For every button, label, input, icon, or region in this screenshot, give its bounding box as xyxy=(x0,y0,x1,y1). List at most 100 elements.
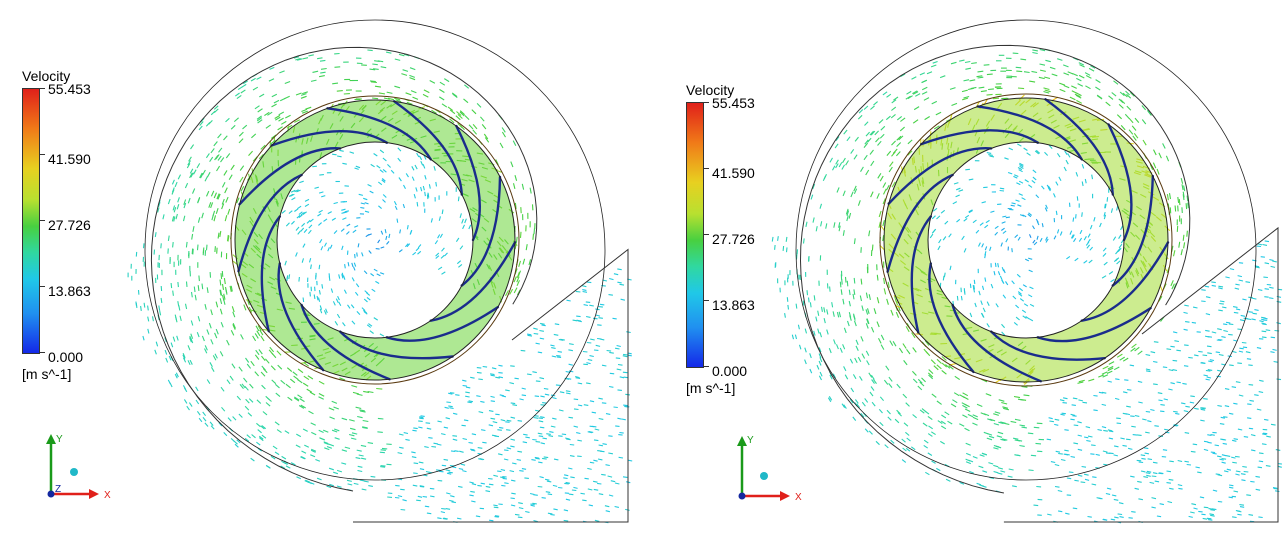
velocity-vector xyxy=(478,458,483,461)
outlet-outline xyxy=(353,248,629,523)
velocity-vector xyxy=(182,352,186,359)
velocity-vector xyxy=(999,189,1005,192)
velocity-vector xyxy=(419,417,424,420)
velocity-vector xyxy=(1087,233,1091,238)
velocity-vector xyxy=(514,175,518,181)
velocity-vector xyxy=(1240,473,1246,475)
velocity-vector xyxy=(367,184,372,187)
velocity-vector xyxy=(552,396,557,400)
velocity-vector xyxy=(1105,452,1111,454)
velocity-vector xyxy=(418,426,423,429)
velocity-vector xyxy=(617,268,622,271)
velocity-vector xyxy=(1264,296,1269,298)
velocity-vector xyxy=(210,425,215,430)
velocity-vector xyxy=(882,219,885,227)
velocity-vector xyxy=(1022,315,1027,319)
velocity-vector xyxy=(511,462,517,465)
velocity-vector xyxy=(427,192,430,198)
velocity-vector xyxy=(858,109,864,114)
velocity-vector xyxy=(334,321,339,326)
velocity-vector xyxy=(535,380,541,382)
velocity-vector xyxy=(836,187,840,193)
velocity-vector xyxy=(1005,281,1009,286)
velocity-vector xyxy=(186,163,191,169)
velocity-vector xyxy=(441,464,447,467)
velocity-vector xyxy=(1126,93,1132,99)
velocity-vector xyxy=(283,461,288,465)
velocity-vector xyxy=(249,383,254,389)
velocity-vector xyxy=(1063,64,1069,68)
velocity-vector xyxy=(459,110,465,116)
velocity-vector xyxy=(972,416,979,421)
velocity-vector xyxy=(449,499,454,502)
velocity-vector xyxy=(936,215,941,220)
velocity-vector xyxy=(1062,397,1068,400)
velocity-vector xyxy=(420,186,423,192)
velocity-vector xyxy=(843,366,847,372)
velocity-vector xyxy=(286,275,289,280)
velocity-vector xyxy=(538,435,544,437)
velocity-vector xyxy=(1011,485,1017,488)
velocity-vector xyxy=(1039,63,1046,66)
velocity-vector xyxy=(1143,447,1149,450)
velocity-vector xyxy=(1102,518,1108,521)
velocity-vector xyxy=(877,173,882,179)
velocity-vector xyxy=(936,400,942,405)
velocity-vector xyxy=(187,197,191,204)
velocity-vector xyxy=(931,100,938,105)
velocity-vector xyxy=(871,244,874,251)
velocity-vector xyxy=(298,211,303,215)
velocity-vector xyxy=(512,183,516,190)
velocity-vector xyxy=(370,273,375,277)
velocity-vector xyxy=(386,241,390,245)
velocity-vector xyxy=(300,93,307,96)
velocity-vector xyxy=(1002,406,1009,409)
velocity-vector xyxy=(1066,477,1072,480)
velocity-vector xyxy=(1261,433,1267,436)
velocity-vector xyxy=(1156,515,1162,518)
velocity-vector xyxy=(1108,271,1114,275)
velocity-vector xyxy=(355,165,361,169)
velocity-vector xyxy=(470,376,475,379)
velocity-vector xyxy=(962,414,968,418)
velocity-vector xyxy=(1001,401,1008,405)
legend-tickmark xyxy=(703,300,709,301)
velocity-vector xyxy=(506,419,512,422)
velocity-vector xyxy=(1134,346,1140,352)
velocity-vector xyxy=(1246,318,1252,321)
velocity-vector xyxy=(551,355,557,358)
velocity-vector xyxy=(944,220,949,225)
velocity-vector xyxy=(1000,470,1006,473)
velocity-vector xyxy=(598,306,603,308)
velocity-vector xyxy=(335,298,339,303)
velocity-vector xyxy=(1149,481,1155,484)
velocity-vector xyxy=(1152,461,1158,464)
velocity-vector xyxy=(854,357,858,364)
velocity-vector xyxy=(470,449,476,452)
velocity-vector xyxy=(413,427,418,430)
velocity-vector xyxy=(1168,388,1173,391)
velocity-vector xyxy=(347,483,353,486)
velocity-vector xyxy=(1001,438,1008,441)
velocity-vector xyxy=(402,203,406,209)
velocity-vector xyxy=(480,400,485,403)
velocity-vector xyxy=(1049,66,1056,70)
velocity-vector xyxy=(834,143,839,149)
velocity-vector xyxy=(1124,113,1130,119)
velocity-vector xyxy=(295,226,300,231)
velocity-vector xyxy=(309,218,314,223)
velocity-vector xyxy=(395,484,400,487)
velocity-vector xyxy=(219,289,223,296)
velocity-vector xyxy=(1073,237,1077,243)
velocity-vector xyxy=(221,198,225,205)
velocity-vector xyxy=(334,437,340,440)
velocity-vector xyxy=(467,401,472,404)
velocity-vector xyxy=(380,465,386,467)
velocity-vector xyxy=(563,477,568,480)
velocity-vector xyxy=(1173,424,1179,426)
velocity-vector xyxy=(1015,316,1020,321)
velocity-vector xyxy=(550,513,555,516)
velocity-vector xyxy=(420,160,424,166)
velocity-vector xyxy=(1270,351,1275,354)
velocity-vector xyxy=(1085,85,1091,90)
